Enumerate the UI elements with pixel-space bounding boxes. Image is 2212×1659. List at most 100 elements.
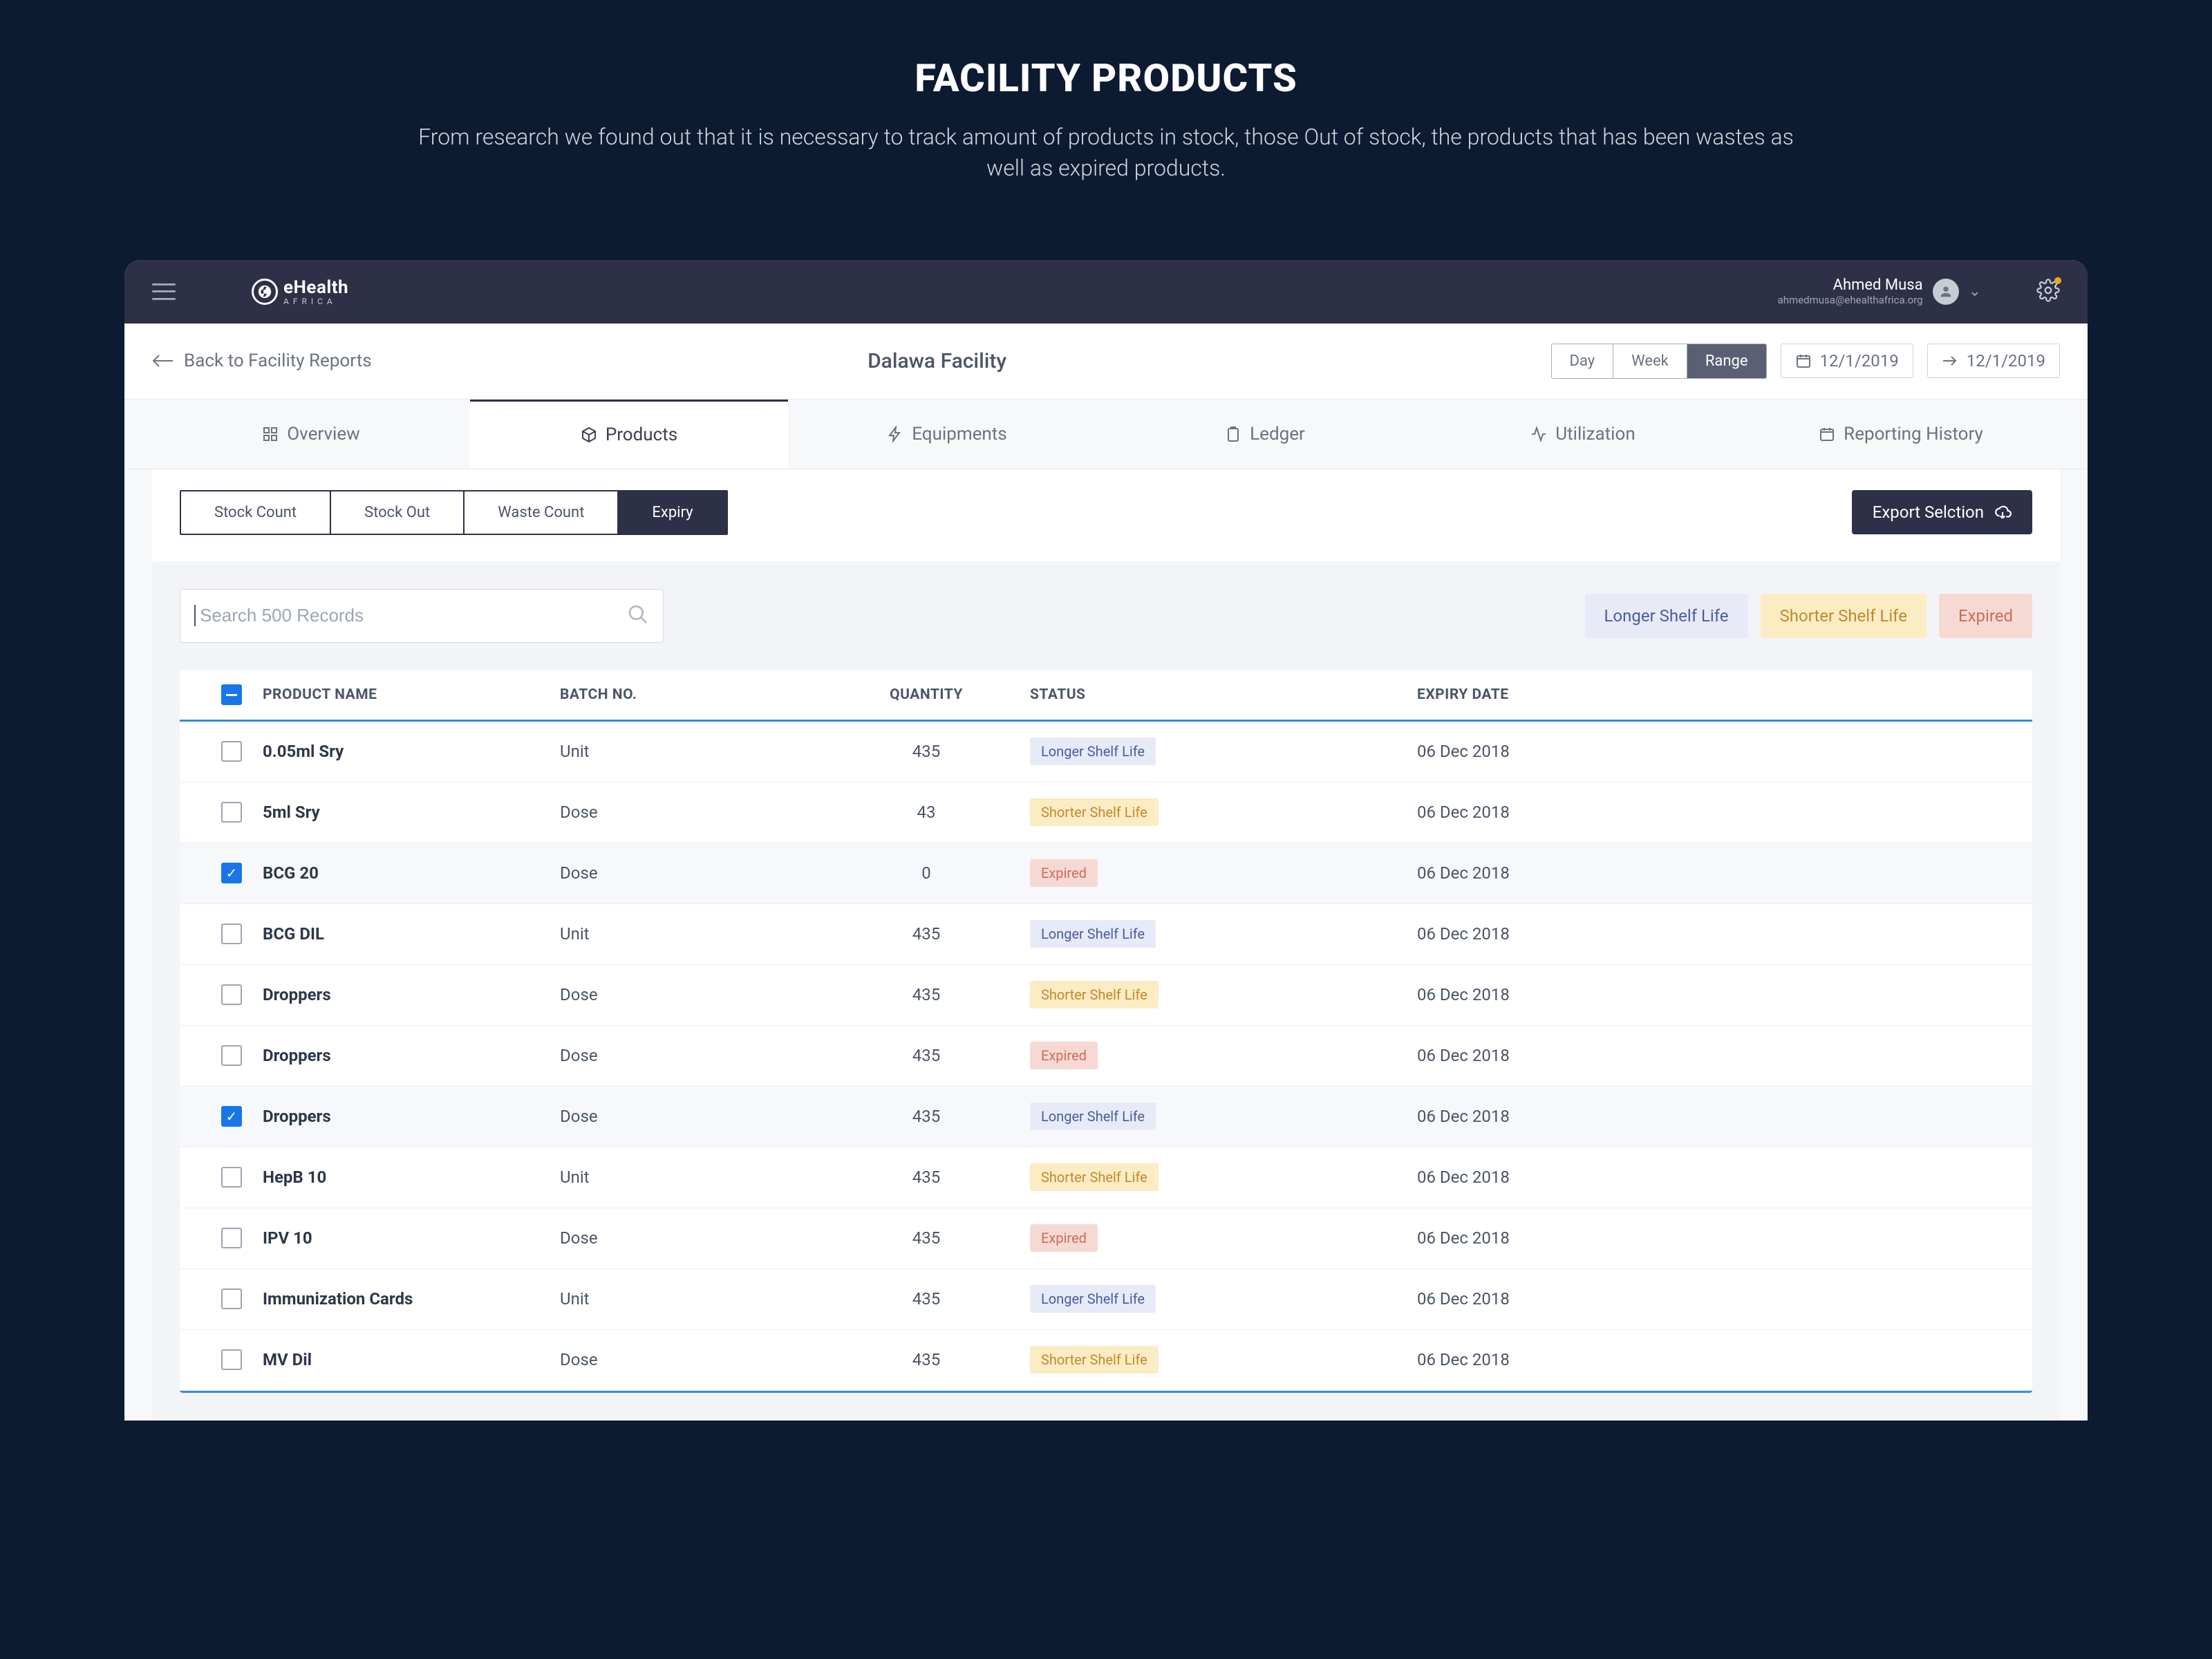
row-checkbox[interactable] (221, 802, 242, 823)
status-badge: Shorter Shelf Life (1030, 798, 1159, 826)
date-from-picker[interactable]: 12/1/2019 (1781, 344, 1913, 378)
subtab-stock-out[interactable]: Stock Out (331, 491, 465, 534)
tab-overview-label: Overview (287, 424, 359, 444)
select-all-checkbox[interactable] (221, 684, 242, 705)
chip-longer[interactable]: Longer Shelf Life (1585, 594, 1748, 638)
col-quantity: QUANTITY (823, 686, 1030, 703)
table-row[interactable]: Immunization CardsUnit435Longer Shelf Li… (180, 1269, 2032, 1330)
batch-value: Unit (560, 742, 823, 761)
products-table: PRODUCT NAME BATCH NO. QUANTITY STATUS E… (180, 671, 2032, 1393)
status-chips: Longer Shelf Life Shorter Shelf Life Exp… (1585, 594, 2033, 638)
status-badge: Longer Shelf Life (1030, 920, 1156, 948)
logo[interactable]: eHealth AFRICA (252, 277, 348, 306)
subtab-expiry[interactable]: Expiry (619, 491, 726, 534)
table-row[interactable]: 0.05ml SryUnit435Longer Shelf Life06 Dec… (180, 722, 2032, 782)
tab-products[interactable]: Products (470, 400, 788, 469)
search-input[interactable] (194, 605, 627, 626)
back-link[interactable]: Back to Facility Reports (152, 350, 372, 371)
batch-value: Dose (560, 803, 823, 822)
range-range-button[interactable]: Range (1687, 344, 1766, 378)
user-name: Ahmed Musa (1778, 276, 1923, 294)
row-checkbox[interactable] (221, 1045, 242, 1066)
table-row[interactable]: DroppersDose435Expired06 Dec 2018 (180, 1026, 2032, 1087)
status-badge: Expired (1030, 1042, 1098, 1069)
quantity-value: 435 (823, 924, 1030, 944)
row-checkbox[interactable]: ✓ (221, 863, 242, 883)
status-badge: Longer Shelf Life (1030, 1103, 1156, 1130)
bolt-icon (887, 426, 903, 442)
main-tabs: Overview Products Equipments Ledger Util… (124, 400, 2088, 469)
product-name: Immunization Cards (263, 1289, 413, 1309)
tab-ledger[interactable]: Ledger (1106, 400, 1424, 469)
table-row[interactable]: IPV 10Dose435Expired06 Dec 2018 (180, 1208, 2032, 1269)
product-name: BCG DIL (263, 924, 324, 944)
row-checkbox[interactable]: ✓ (221, 1106, 242, 1127)
calendar-icon (1795, 353, 1812, 369)
arrow-right-icon (1942, 354, 1958, 368)
chip-shorter[interactable]: Shorter Shelf Life (1761, 594, 1927, 638)
row-checkbox[interactable] (221, 924, 242, 944)
table-row[interactable]: ✓DroppersDose435Longer Shelf Life06 Dec … (180, 1087, 2032, 1147)
export-button[interactable]: Export Selction (1852, 490, 2032, 534)
tab-reporting[interactable]: Reporting History (1742, 400, 2060, 469)
product-name: HepB 10 (263, 1168, 326, 1187)
product-name: BCG 20 (263, 863, 319, 883)
subtab-waste-count[interactable]: Waste Count (465, 491, 619, 534)
expiry-value: 06 Dec 2018 (1417, 1228, 2012, 1248)
table-row[interactable]: MV DilDose435Shorter Shelf Life06 Dec 20… (180, 1330, 2032, 1391)
date-to-picker[interactable]: 12/1/2019 (1927, 344, 2060, 378)
tab-utilization[interactable]: Utilization (1424, 400, 1742, 469)
row-checkbox[interactable] (221, 984, 242, 1005)
status-badge: Expired (1030, 1224, 1098, 1252)
status-badge: Shorter Shelf Life (1030, 981, 1159, 1009)
logo-text: eHealth (283, 277, 348, 298)
tab-equipments[interactable]: Equipments (788, 400, 1106, 469)
product-name: IPV 10 (263, 1228, 312, 1248)
globe-icon (252, 279, 278, 305)
status-badge: Longer Shelf Life (1030, 1285, 1156, 1313)
expiry-value: 06 Dec 2018 (1417, 1046, 2012, 1065)
status-badge: Shorter Shelf Life (1030, 1346, 1159, 1374)
subtab-stock-count[interactable]: Stock Count (181, 491, 331, 534)
table-row[interactable]: HepB 10Unit435Shorter Shelf Life06 Dec 2… (180, 1147, 2032, 1208)
hamburger-menu-icon[interactable] (152, 283, 176, 300)
search-box (180, 589, 664, 643)
product-name: 0.05ml Sry (263, 742, 344, 761)
product-name: Droppers (263, 1107, 331, 1126)
chip-expired[interactable]: Expired (1939, 594, 2032, 638)
back-label: Back to Facility Reports (184, 350, 372, 371)
row-checkbox[interactable] (221, 1228, 242, 1248)
box-icon (581, 427, 597, 443)
settings-button[interactable] (2036, 279, 2060, 305)
status-badge: Shorter Shelf Life (1030, 1163, 1159, 1191)
range-week-button[interactable]: Week (1613, 344, 1687, 378)
app-frame: eHealth AFRICA Ahmed Musa ahmedmusa@ehea… (124, 260, 2088, 1421)
user-menu[interactable]: Ahmed Musa ahmedmusa@ehealthafrica.org ⌄ (1778, 276, 1981, 306)
expiry-value: 06 Dec 2018 (1417, 742, 2012, 761)
table-row[interactable]: 5ml SryDose43Shorter Shelf Life06 Dec 20… (180, 782, 2032, 843)
tab-overview[interactable]: Overview (152, 400, 470, 469)
panel: Stock Count Stock Out Waste Count Expiry… (152, 469, 2060, 561)
expiry-value: 06 Dec 2018 (1417, 1168, 2012, 1187)
expiry-value: 06 Dec 2018 (1417, 863, 2012, 883)
table-row[interactable]: ✓BCG 20Dose0Expired06 Dec 2018 (180, 843, 2032, 904)
range-day-button[interactable]: Day (1552, 344, 1614, 378)
product-name: MV Dil (263, 1350, 312, 1369)
batch-value: Dose (560, 863, 823, 883)
tab-reporting-label: Reporting History (1844, 424, 1983, 444)
notification-dot (2054, 277, 2061, 284)
batch-value: Unit (560, 924, 823, 944)
tab-ledger-label: Ledger (1250, 424, 1305, 444)
table-row[interactable]: DroppersDose435Shorter Shelf Life06 Dec … (180, 965, 2032, 1026)
row-checkbox[interactable] (221, 1349, 242, 1370)
row-checkbox[interactable] (221, 1288, 242, 1309)
batch-value: Dose (560, 1046, 823, 1065)
quantity-value: 435 (823, 1289, 1030, 1309)
search-icon[interactable] (627, 603, 649, 628)
table-row[interactable]: BCG DILUnit435Longer Shelf Life06 Dec 20… (180, 904, 2032, 965)
row-checkbox[interactable] (221, 1167, 242, 1188)
user-email: ahmedmusa@ehealthafrica.org (1778, 294, 1923, 306)
calendar-icon (1819, 426, 1835, 442)
row-checkbox[interactable] (221, 741, 242, 762)
quantity-value: 0 (823, 863, 1030, 883)
